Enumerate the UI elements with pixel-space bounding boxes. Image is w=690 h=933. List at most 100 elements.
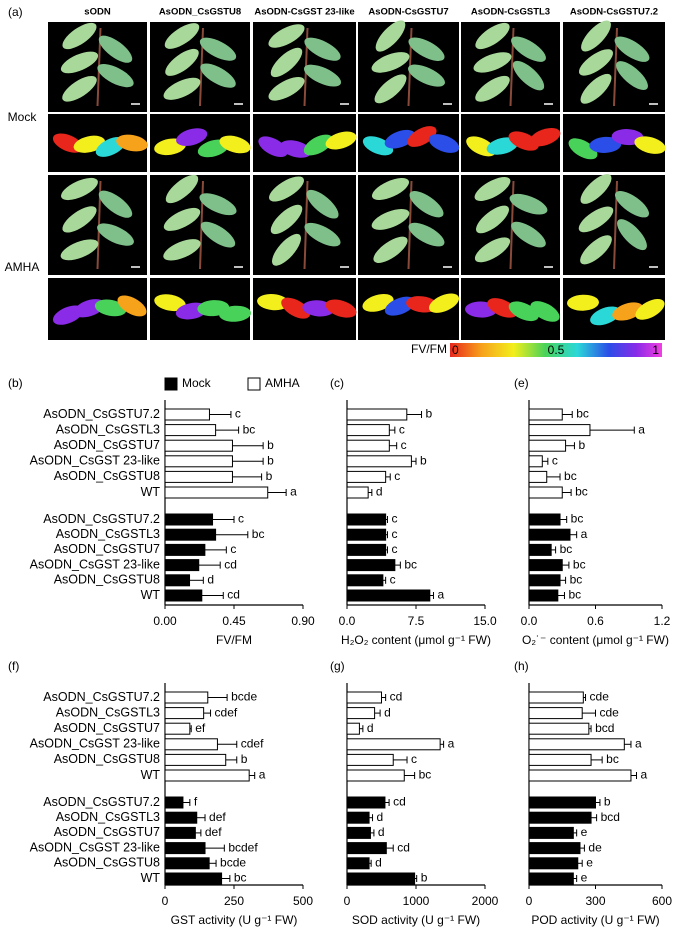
bar (164, 738, 218, 751)
category-label: AsODN_CsGSTU7.2 (43, 512, 160, 526)
leaf (581, 20, 611, 52)
significance-letter: cde (590, 690, 610, 704)
significance-letter: a (259, 768, 266, 782)
significance-letter: c (238, 512, 244, 526)
leaf (163, 239, 201, 261)
bar (528, 872, 574, 885)
significance-letter: cde (600, 705, 620, 719)
bar (528, 424, 591, 437)
leaf (530, 301, 560, 322)
bar (346, 439, 390, 452)
x-tick-label: 0 (162, 894, 169, 908)
leaf (474, 237, 511, 263)
colorbar (450, 343, 662, 357)
x-tick-label: 250 (224, 894, 244, 908)
bar (346, 574, 384, 587)
bar (528, 769, 632, 782)
bar (164, 424, 217, 437)
bar (528, 722, 590, 735)
bar (346, 513, 387, 526)
x-tick-label: 0 (526, 894, 533, 908)
bar (528, 796, 596, 809)
x-tick-label: 0.00 (153, 614, 177, 628)
leaf (268, 24, 305, 48)
bar (528, 707, 583, 720)
leaf (117, 295, 147, 317)
panel-label: (c) (330, 376, 344, 390)
significance-letter: bc (404, 557, 417, 571)
leaf (384, 129, 416, 149)
x-tick-label: 0.6 (587, 614, 604, 628)
significance-letter: c (391, 542, 397, 556)
leaf (408, 37, 445, 61)
leaf (199, 193, 237, 216)
bar (528, 753, 592, 766)
leaf (580, 174, 612, 204)
bar (346, 811, 370, 824)
bar (346, 408, 408, 421)
legend-swatch (247, 377, 261, 391)
leaf (164, 23, 200, 49)
bar (528, 486, 563, 499)
leaf (116, 134, 148, 152)
x-tick-label: 0.0 (339, 614, 356, 628)
leaf (511, 221, 546, 248)
leaf (97, 223, 134, 246)
leaf (371, 177, 410, 201)
significance-letter: e (586, 855, 593, 869)
leaf (268, 77, 305, 101)
bar (528, 455, 543, 468)
category-label: AsODN_CsGSTU7 (54, 542, 160, 556)
bar (346, 738, 441, 751)
significance-letter: bc (606, 752, 619, 766)
leaf (428, 134, 460, 153)
leaf (616, 61, 648, 91)
significance-letter: f (194, 795, 198, 809)
category-label: AsODN_CsGSTU7.2 (43, 407, 160, 421)
leaf (635, 298, 665, 320)
x-tick-label: 0.45 (222, 614, 246, 628)
significance-letter: c (552, 453, 558, 467)
category-label: AsODN_CsGST 23-like (30, 840, 160, 854)
leaf (486, 137, 518, 155)
bar (346, 796, 386, 809)
bar (164, 722, 191, 735)
x-tick-label: 0.0 (521, 614, 538, 628)
significance-letter: bcde (220, 855, 246, 869)
x-tick-label: 15.0 (473, 614, 497, 628)
leaf (529, 127, 561, 147)
bar (164, 455, 233, 468)
row-label: Mock (8, 110, 38, 124)
significance-letter: cdef (241, 736, 264, 750)
significance-letter: cd (397, 840, 410, 854)
significance-letter: bc (576, 407, 589, 421)
bar (346, 857, 370, 870)
leaf (509, 193, 548, 215)
leaf (475, 22, 510, 50)
leaf (374, 74, 407, 104)
significance-letter: b (421, 871, 428, 885)
category-label: AsODN_CsGSTU8 (54, 856, 160, 870)
leaf (567, 294, 599, 311)
leaf (303, 134, 333, 156)
significance-letter: d (376, 485, 383, 499)
bar (164, 796, 184, 809)
leaf (409, 191, 444, 218)
significance-letter: d (384, 705, 391, 719)
leaf (268, 176, 305, 202)
x-axis-label: GST activity (U g⁻¹ FW) (171, 913, 298, 927)
category-label: WT (141, 588, 161, 602)
leaf (325, 299, 357, 318)
significance-letter: cd (224, 557, 237, 571)
bar (164, 857, 210, 870)
category-label: AsODN_CsGSTU7 (54, 825, 160, 839)
bar (164, 408, 210, 421)
significance-letter: d (377, 810, 384, 824)
category-label: WT (141, 485, 161, 499)
significance-letter: bcde (231, 690, 257, 704)
significance-letter: b (604, 795, 611, 809)
significance-letter: ef (195, 721, 206, 735)
bar (164, 439, 233, 452)
bar (346, 722, 360, 735)
